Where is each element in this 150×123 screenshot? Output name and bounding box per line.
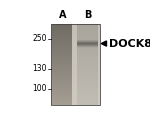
Text: DOCK8: DOCK8 [109, 38, 150, 49]
Text: B: B [84, 10, 91, 20]
Bar [51, 24, 100, 105]
Text: 250: 250 [32, 34, 47, 43]
Text: 130: 130 [32, 64, 47, 73]
Polygon shape [101, 41, 106, 46]
Text: 100: 100 [32, 84, 47, 93]
Text: A: A [59, 10, 66, 20]
